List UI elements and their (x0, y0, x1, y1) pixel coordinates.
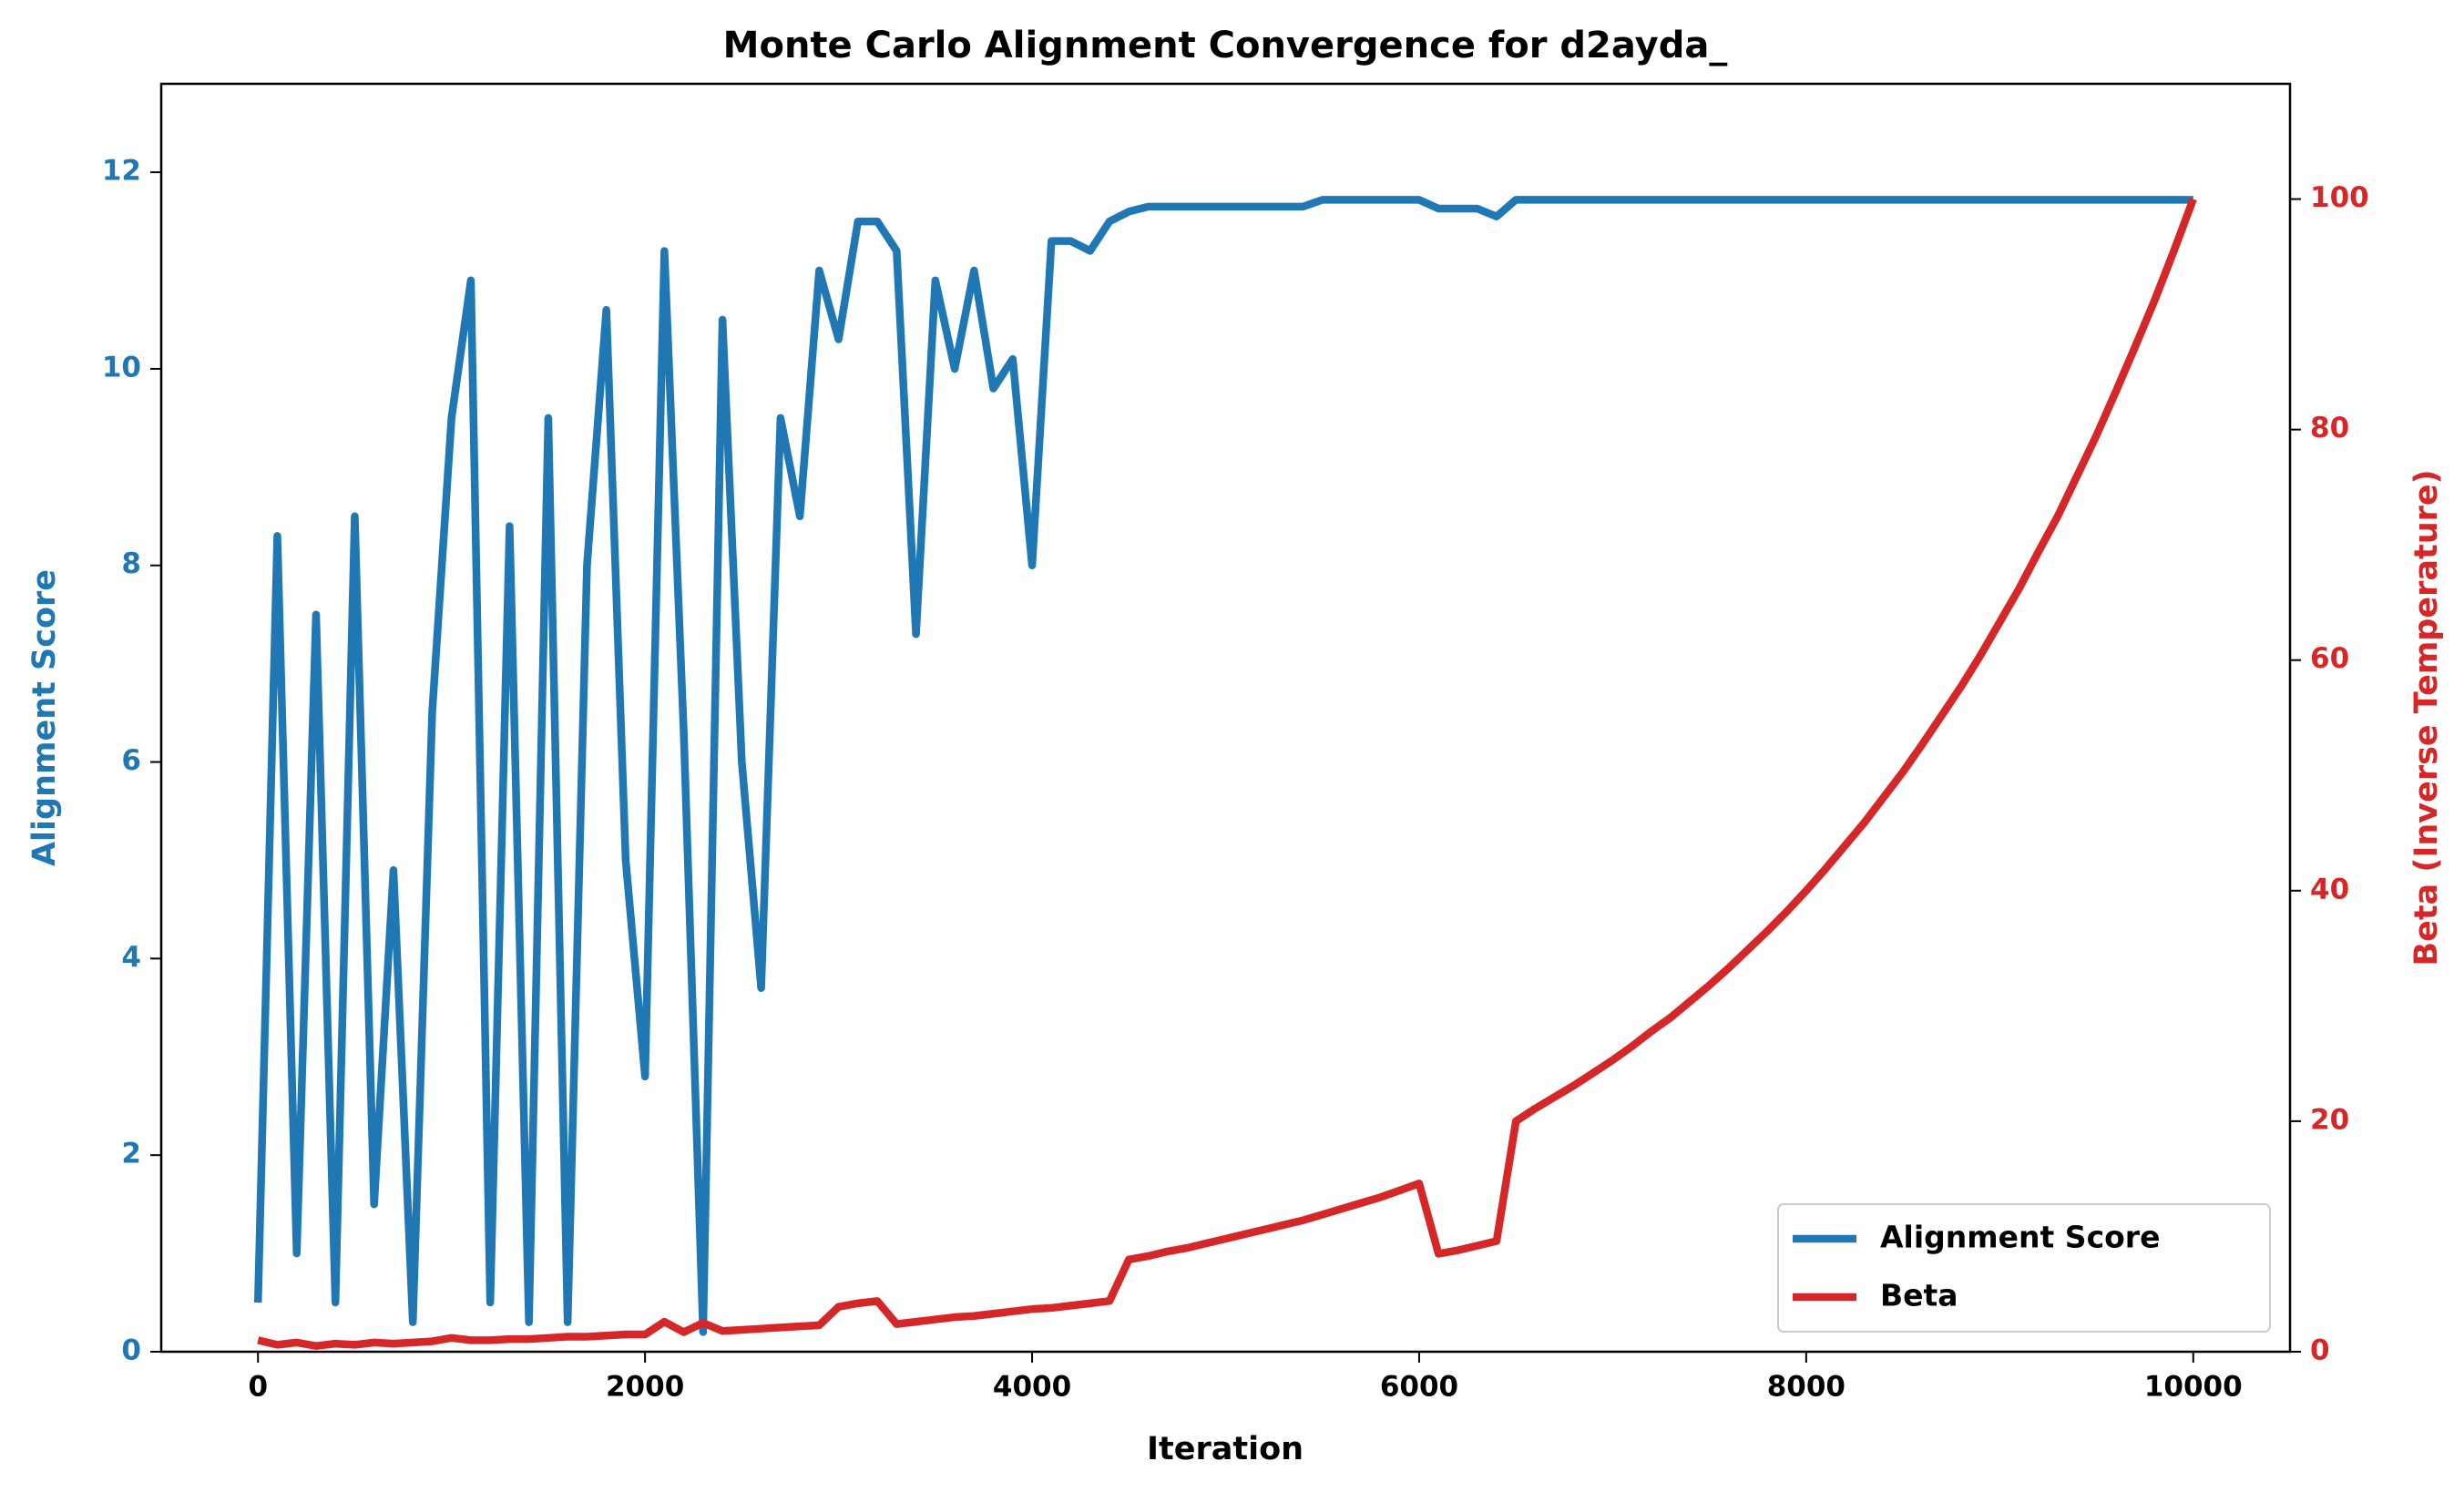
x-axis-label: Iteration (1147, 1431, 1304, 1467)
legend-box (1777, 1203, 2271, 1333)
plot-frame (159, 82, 2292, 1354)
y2-tick-label: 60 (2310, 642, 2349, 675)
y2-tick-label: 40 (2310, 873, 2349, 905)
y-tick-label: 12 (102, 155, 141, 188)
y2-tick-label: 80 (2310, 412, 2349, 445)
chart-title: Monte Carlo Alignment Convergence for d2… (723, 25, 1728, 66)
y-tick-label: 2 (121, 1138, 141, 1170)
y2-tick-label: 100 (2310, 181, 2369, 214)
x-tick-label: 10000 (2144, 1371, 2243, 1404)
x-tick-label: 2000 (606, 1371, 684, 1404)
x-tick-label: 0 (248, 1371, 268, 1404)
y-axis-label: Alignment Score (26, 569, 63, 866)
x-tick-label: 4000 (993, 1371, 1071, 1404)
series-line (257, 198, 2197, 1350)
y2-axis-label: Beta (Inverse Temperature) (2408, 469, 2445, 966)
series-line (253, 196, 2193, 1336)
y-tick-label: 6 (121, 744, 141, 777)
y-tick-label: 0 (121, 1334, 141, 1367)
y-tick-label: 4 (121, 941, 141, 974)
y2-tick-label: 0 (2310, 1334, 2330, 1367)
legend-label: Beta (1880, 1278, 1958, 1313)
y-tick-label: 8 (121, 547, 141, 580)
y-tick-label: 10 (102, 351, 141, 383)
x-tick-label: 6000 (1380, 1371, 1458, 1404)
legend-label: Alignment Score (1880, 1220, 2160, 1255)
x-tick-label: 8000 (1767, 1371, 1845, 1404)
y2-tick-label: 20 (2310, 1103, 2349, 1136)
